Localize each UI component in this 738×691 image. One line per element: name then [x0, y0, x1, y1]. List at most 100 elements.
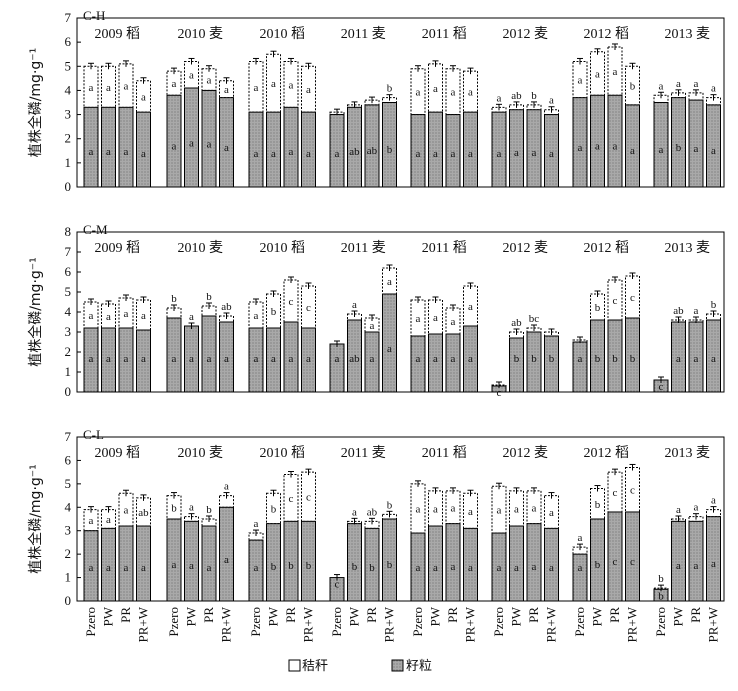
straw-letter: a: [497, 505, 502, 517]
season-label: 2011 麦: [341, 26, 386, 42]
grain-letter: a: [207, 353, 212, 365]
season-group: 2012 麦 c b ab b bc b: [491, 240, 559, 399]
bar-grain: [347, 319, 362, 393]
grain-letter: c: [497, 387, 502, 399]
y-tick-label: 7: [65, 429, 72, 444]
bar-grain: [136, 329, 151, 393]
bar-grain: [166, 317, 182, 393]
bar-grain: [248, 539, 264, 602]
bar-grain: [688, 99, 704, 188]
x-category-label: PR+W: [463, 606, 478, 642]
y-tick-label: 2: [65, 546, 72, 561]
grain-letter: a: [124, 353, 129, 365]
x-category-label: Pzero: [83, 607, 98, 637]
plot-frame: [76, 17, 725, 188]
y-tick-label: 7: [65, 10, 72, 25]
y-tick-label: 1: [65, 155, 72, 170]
grain-letter: a: [289, 146, 294, 158]
grain-letter: c: [335, 579, 340, 591]
x-category-label: PR: [201, 607, 216, 623]
straw-letter: a: [676, 504, 681, 516]
grain-letter: a: [532, 147, 537, 159]
y-tick-label: 6: [65, 264, 72, 279]
bar-grain: [607, 511, 623, 602]
grain-letter: a: [387, 343, 392, 355]
grain-letter: a: [172, 559, 177, 571]
straw-letter: a: [613, 66, 618, 78]
grain-letter: a: [189, 560, 194, 572]
grain-letter: a: [172, 353, 177, 365]
straw-letter: a: [172, 78, 177, 90]
straw-letter: c: [613, 487, 618, 499]
panel-title: C-M: [83, 222, 108, 237]
bar-grain: [607, 319, 623, 393]
straw-letter: a: [254, 82, 259, 94]
bar-grain: [266, 523, 281, 602]
straw-letter: a: [416, 313, 421, 325]
straw-letter: c: [306, 302, 311, 314]
y-tick-label: 4: [65, 499, 72, 514]
straw-letter: a: [694, 305, 699, 317]
grain-letter: a: [595, 141, 600, 153]
bar-grain: [118, 327, 134, 393]
y-tick-label: 4: [65, 82, 72, 97]
bar-grain: [301, 327, 316, 393]
bar-grain: [101, 527, 116, 602]
straw-letter: a: [306, 84, 311, 96]
x-category-label: PR: [607, 607, 622, 623]
grain-letter: a: [451, 561, 456, 573]
bar-grain: [101, 327, 116, 393]
grain-letter: b: [549, 353, 555, 365]
grain-letter: a: [578, 353, 583, 365]
x-category-label: PR: [283, 607, 298, 623]
straw-letter: a: [694, 502, 699, 514]
straw-letter: a: [578, 75, 583, 87]
panel-title: C-H: [83, 8, 105, 23]
y-tick-label: 7: [65, 244, 72, 259]
y-tick-label: 4: [65, 304, 72, 319]
straw-letter: ab: [138, 507, 149, 519]
bar-grain: [509, 525, 524, 602]
straw-letter: bc: [529, 313, 540, 325]
bar-grain: [671, 97, 686, 188]
straw-letter: b: [387, 83, 393, 95]
straw-letter: a: [595, 69, 600, 81]
straw-letter: b: [630, 81, 636, 93]
bar-grain: [625, 317, 640, 393]
bar-grain: [382, 102, 397, 188]
bar-grain: [625, 511, 640, 602]
grain-letter: b: [369, 562, 375, 574]
bar-grain: [410, 532, 426, 602]
straw-letter: c: [289, 296, 294, 308]
legend-grain-label: 籽粒: [406, 658, 432, 673]
bar-grain: [166, 94, 182, 188]
straw-letter: a: [141, 91, 146, 103]
grain-letter: a: [271, 148, 276, 160]
straw-letter: a: [106, 311, 111, 323]
straw-letter: b: [595, 302, 601, 314]
bar-grain: [463, 111, 478, 188]
x-category-label: PR+W: [625, 606, 640, 642]
bar-grain: [590, 94, 605, 188]
grain-letter: a: [189, 353, 194, 365]
straw-letter: a: [89, 515, 94, 527]
straw-letter: a: [352, 506, 357, 518]
x-category-label: PR: [445, 607, 460, 623]
straw-letter: b: [658, 573, 664, 585]
grain-letter: a: [468, 562, 473, 574]
straw-letter: a: [271, 78, 276, 90]
straw-letter: a: [387, 276, 392, 288]
season-label: 2010 麦: [178, 445, 224, 461]
straw-letter: ab: [221, 301, 232, 313]
season-label: 2010 稻: [260, 445, 306, 461]
straw-letter: a: [207, 75, 212, 87]
season-label: 2012 麦: [503, 240, 549, 256]
straw-letter: a: [433, 312, 438, 324]
straw-letter: a: [514, 503, 519, 515]
grain-letter: a: [106, 353, 111, 365]
straw-letter: b: [206, 504, 212, 516]
